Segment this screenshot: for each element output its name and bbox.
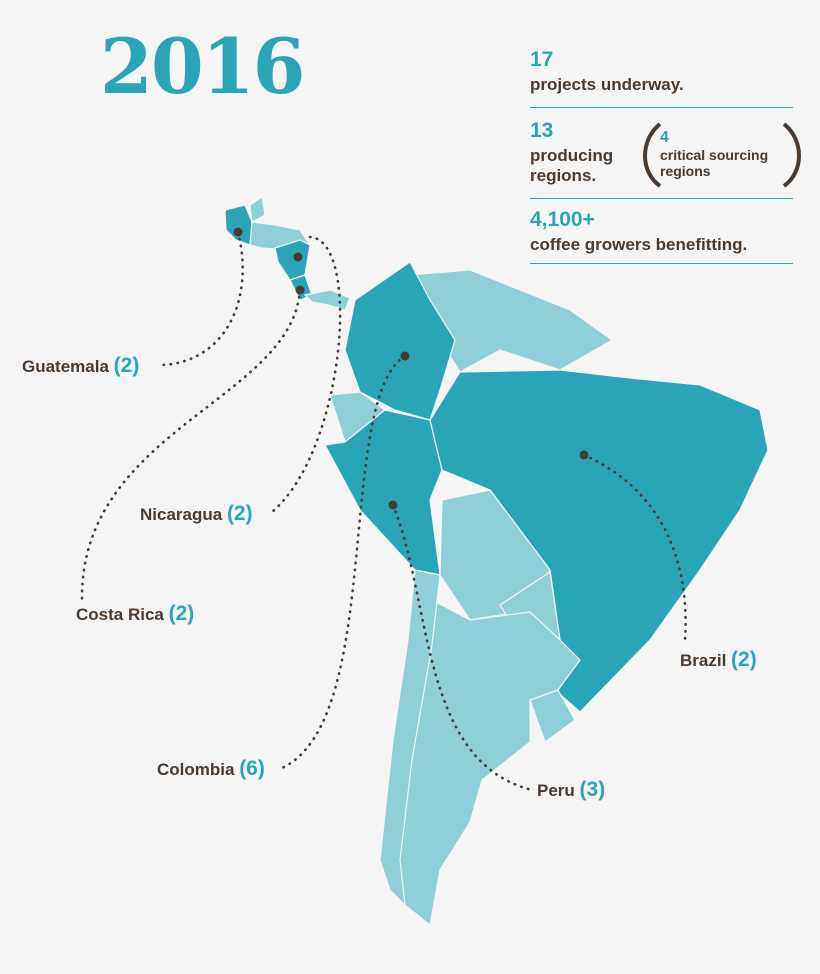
belize-shape	[249, 195, 266, 223]
nicaragua-shape	[274, 239, 311, 281]
bracket	[782, 122, 801, 188]
country-label: Colombia (6)	[157, 757, 265, 780]
peru-shape	[324, 409, 443, 576]
dot	[293, 252, 303, 262]
country-label: Peru (3)	[537, 778, 605, 801]
stat-number: 17	[530, 48, 554, 71]
costa-rica-trail	[80, 288, 302, 602]
nicaragua-trail	[270, 235, 342, 514]
aside-number: 4	[660, 129, 669, 146]
stat-text: coffee growers benefitting.	[530, 235, 748, 254]
guatemala-trail	[160, 230, 244, 367]
dot	[233, 227, 243, 237]
stat-number: 4,100+	[530, 208, 595, 231]
country-label: Costa Rica (2)	[76, 602, 194, 625]
title: 2016	[100, 22, 306, 111]
country-label: Brazil (2)	[680, 648, 757, 671]
location-dots	[233, 227, 589, 510]
dot	[388, 500, 398, 510]
divider	[530, 263, 793, 264]
divider	[530, 107, 793, 108]
brazil-trail	[582, 453, 687, 642]
bracket	[643, 122, 662, 188]
aside-text: critical sourcing regions	[660, 147, 769, 179]
dot	[579, 450, 589, 460]
country-label: Nicaragua (2)	[140, 502, 253, 525]
dot	[400, 351, 410, 361]
divider	[530, 198, 793, 199]
country-label: Guatemala (2)	[22, 354, 139, 377]
peru-trail	[391, 503, 534, 792]
stat-number: 13	[530, 119, 554, 142]
stat-text: producing regions.	[530, 146, 614, 185]
stat-text: projects underway.	[530, 75, 684, 94]
dot	[295, 285, 305, 295]
colombia-shape	[344, 261, 456, 421]
chile-shape	[379, 569, 441, 907]
